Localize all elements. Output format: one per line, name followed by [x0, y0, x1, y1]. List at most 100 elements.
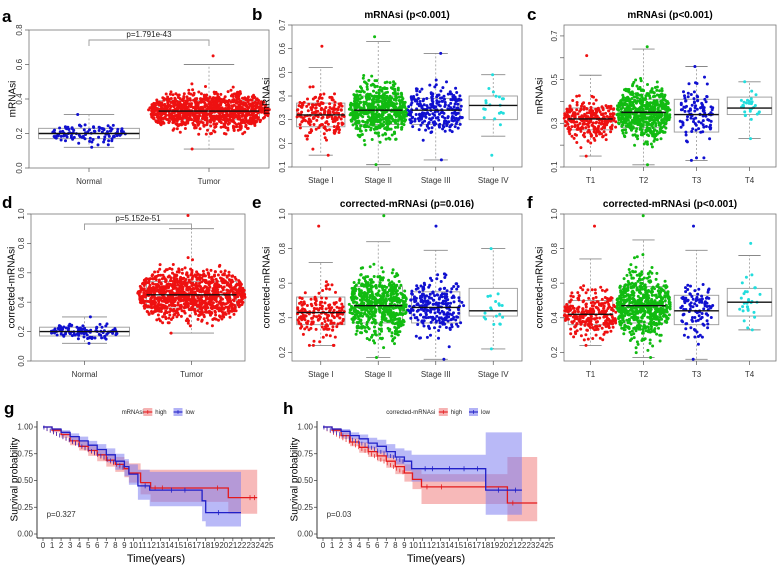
data-point: [338, 128, 341, 132]
data-point: [683, 96, 687, 100]
data-point: [195, 114, 199, 118]
data-point: [357, 90, 361, 93]
data-point: [106, 130, 109, 134]
data-point: [651, 134, 655, 138]
data-point: [263, 115, 266, 119]
data-point: [181, 104, 185, 108]
data-point: [174, 92, 178, 96]
data-point: [214, 115, 218, 119]
data-point: [415, 93, 419, 97]
data-point: [233, 296, 237, 300]
data-point: [413, 117, 417, 121]
data-point: [650, 87, 654, 91]
data-point: [238, 116, 242, 120]
data-point: [660, 101, 664, 105]
data-point: [678, 119, 682, 123]
data-point: [321, 101, 325, 105]
data-point: [211, 54, 215, 58]
data-point: [240, 296, 244, 300]
data-point: [572, 136, 576, 140]
data-point: [215, 306, 219, 310]
data-point: [169, 331, 173, 335]
data-point: [239, 103, 243, 106]
data-point: [594, 107, 598, 111]
data-point: [159, 287, 163, 291]
data-point: [111, 331, 115, 335]
data-point: [246, 107, 250, 111]
data-point: [116, 127, 120, 131]
data-point: [147, 288, 151, 292]
data-point: [638, 127, 642, 131]
data-point: [151, 302, 155, 306]
data-point: [639, 89, 643, 92]
data-point: [216, 303, 219, 307]
y-tick-label: 0.8: [278, 242, 287, 254]
data-point: [679, 108, 683, 112]
data-point: [194, 97, 197, 101]
data-point: [582, 121, 586, 125]
data-point: [617, 105, 621, 109]
data-point: [226, 301, 230, 304]
data-point: [178, 97, 182, 101]
y-tick-label: 1.0: [17, 208, 26, 220]
data-point: [157, 278, 161, 282]
data-point: [100, 130, 104, 134]
data-point: [159, 118, 163, 122]
data-point: [394, 125, 397, 129]
data-point: [692, 97, 696, 101]
data-point: [686, 115, 689, 119]
data-point: [312, 123, 316, 126]
data-point: [644, 96, 647, 100]
plot-frame: [563, 24, 777, 168]
data-point: [199, 97, 203, 101]
data-point: [391, 91, 395, 95]
data-point: [384, 137, 388, 141]
data-point: [173, 107, 177, 111]
data-point: [301, 332, 305, 336]
data-point: [215, 281, 219, 284]
data-point: [167, 282, 170, 286]
y-tick-label: 0.6: [278, 277, 287, 289]
data-point: [653, 128, 657, 132]
data-point: [239, 292, 243, 296]
data-point: [587, 125, 591, 129]
data-point: [188, 97, 192, 101]
data-point: [324, 307, 328, 311]
data-point: [439, 96, 442, 100]
data-point: [230, 119, 234, 123]
data-point: [563, 112, 567, 116]
data-point: [298, 126, 302, 130]
data-point: [379, 124, 383, 128]
data-point: [370, 74, 374, 78]
y-tick-label: 0.2: [278, 346, 287, 358]
data-point: [219, 117, 223, 121]
data-point: [575, 94, 579, 98]
data-point: [214, 125, 218, 129]
data-point: [219, 290, 223, 294]
data-point: [743, 110, 747, 114]
data-point: [149, 297, 153, 300]
data-point: [664, 117, 668, 121]
data-point: [221, 301, 225, 305]
data-point: [190, 289, 194, 293]
data-point: [193, 283, 197, 287]
data-point: [210, 307, 214, 311]
data-point: [209, 124, 213, 128]
y-tick-label: 0.5: [278, 66, 287, 78]
data-point: [264, 113, 268, 117]
data-point: [339, 108, 343, 112]
data-point: [640, 93, 644, 97]
data-point: [689, 158, 693, 162]
data-point: [384, 97, 388, 101]
data-point: [159, 282, 163, 286]
data-point: [702, 156, 706, 160]
data-point: [650, 145, 654, 149]
data-point: [264, 103, 268, 107]
data-point: [395, 102, 398, 106]
data-point: [204, 85, 207, 88]
data-point: [248, 104, 252, 107]
data-point: [140, 295, 144, 299]
data-point: [76, 337, 80, 341]
data-point: [92, 126, 96, 129]
data-point: [445, 124, 449, 128]
